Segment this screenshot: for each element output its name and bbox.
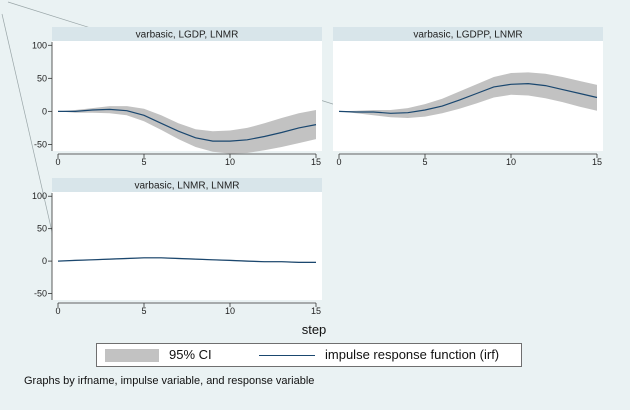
chart-legend: 95% CI impulse response function (irf) <box>96 343 522 367</box>
panel-plot-area <box>52 178 322 300</box>
y-tick-label: 50 <box>37 73 47 83</box>
x-axis-title: step <box>302 322 327 337</box>
x-tick-label: 0 <box>336 157 341 167</box>
graph-note: Graphs by irfname, impulse variable, and… <box>24 375 315 387</box>
panel-title-strip <box>52 27 322 41</box>
legend-ci-label: 95% CI <box>169 347 212 362</box>
panel-title: varbasic, LGDP, LNMR <box>136 30 239 41</box>
x-tick-label: 5 <box>141 306 146 316</box>
x-tick-label: 5 <box>141 157 146 167</box>
x-tick-label: 15 <box>592 157 602 167</box>
panel-title-strip <box>333 27 603 41</box>
y-tick-label: -50 <box>34 289 47 299</box>
x-tick-label: 10 <box>225 306 235 316</box>
legend-irf-label: impulse response function (irf) <box>325 347 500 362</box>
y-tick-label: -50 <box>34 139 47 149</box>
x-tick-label: 0 <box>55 306 60 316</box>
x-tick-label: 15 <box>311 306 321 316</box>
x-tick-label: 15 <box>311 157 321 167</box>
x-tick-label: 10 <box>506 157 516 167</box>
irf-line <box>338 82 598 114</box>
y-tick-label: 100 <box>32 40 47 50</box>
x-tick-label: 10 <box>225 157 235 167</box>
panel-title: varbasic, LNMR, LNMR <box>134 181 239 192</box>
panel-title-strip <box>52 178 322 192</box>
irf-line <box>57 257 316 263</box>
panel-title: varbasic, LGDPP, LNMR <box>413 30 522 41</box>
artifact-line <box>1 13 59 259</box>
y-tick-label: 50 <box>37 224 47 234</box>
legend-irf-swatch <box>259 355 315 356</box>
legend-ci-swatch <box>105 349 159 362</box>
x-tick-label: 5 <box>422 157 427 167</box>
y-tick-label: 0 <box>42 106 47 116</box>
y-tick-label: 0 <box>42 256 47 266</box>
irf-line <box>58 108 317 142</box>
ci-band <box>58 106 316 154</box>
x-tick-label: 0 <box>55 157 60 167</box>
y-tick-label: 100 <box>32 191 47 201</box>
